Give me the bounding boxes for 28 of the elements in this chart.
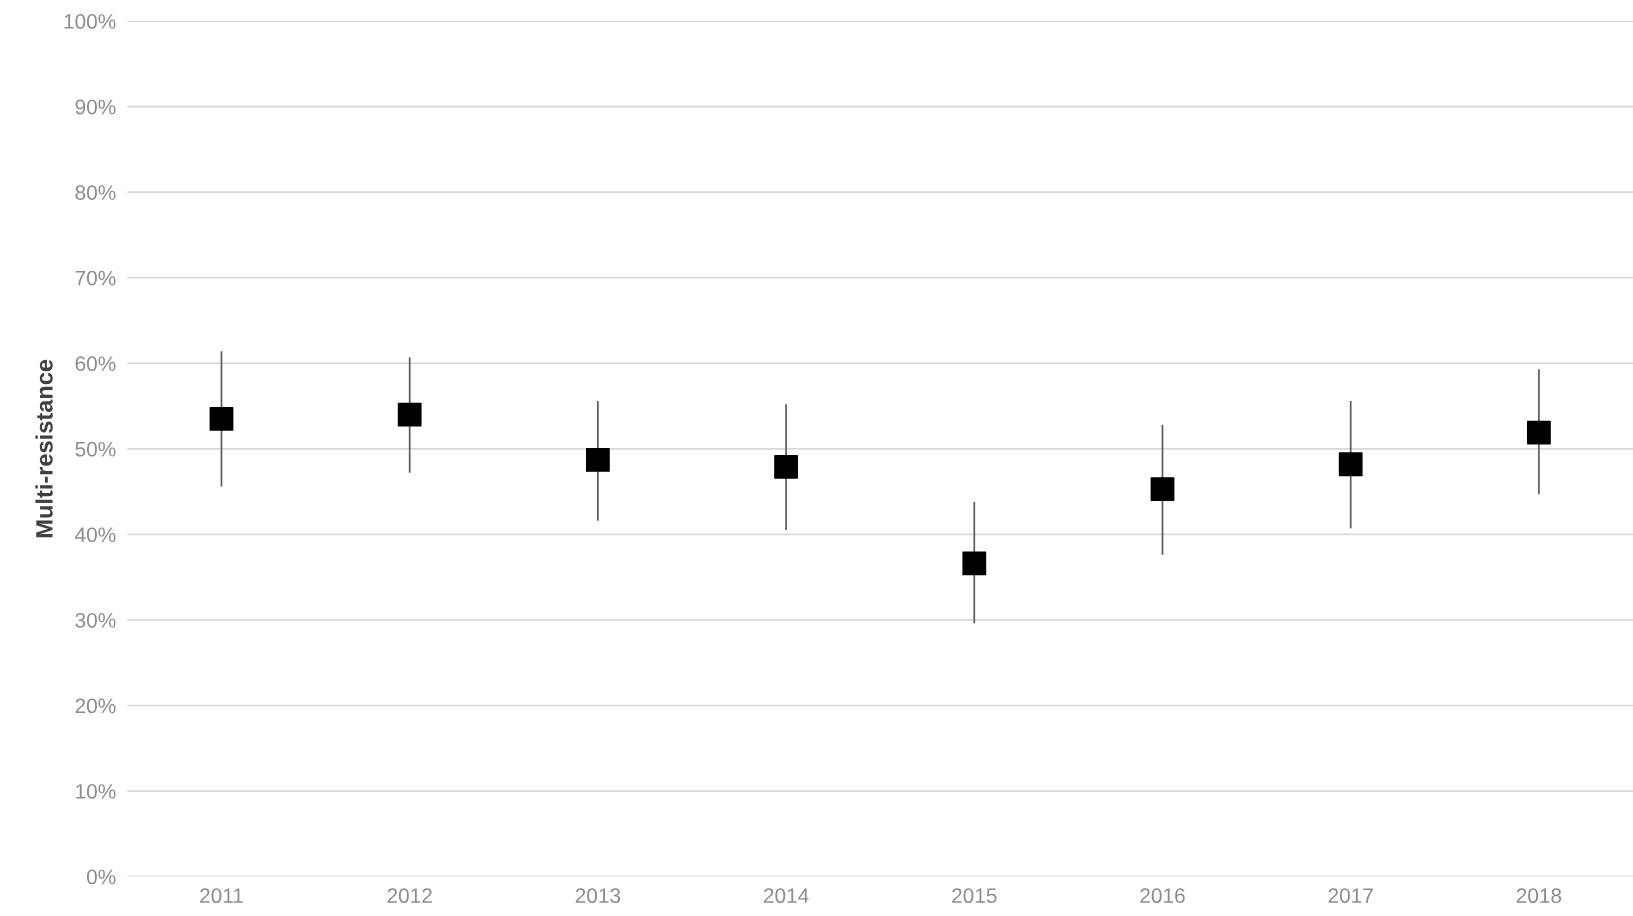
y-tick-label: 0% (86, 869, 116, 885)
x-tick-label: 2018 (1516, 888, 1562, 904)
point (585, 448, 610, 472)
y-tick-label: 20% (75, 698, 116, 714)
y-tick-label: 10% (76, 784, 116, 799)
y-tick-label: 80% (75, 185, 116, 200)
point (209, 407, 234, 431)
point (1150, 477, 1175, 501)
x-tick-label: 2016 (1140, 888, 1185, 904)
y-tick-label: 60% (75, 356, 116, 372)
y-tick-label: 100% (64, 14, 116, 29)
y-tick-label: 50% (75, 441, 116, 457)
point (1338, 452, 1363, 477)
x-tick-label: 2013 (575, 888, 621, 904)
x-tick-label: 2017 (1328, 888, 1373, 904)
x-tick-label: 2015 (952, 888, 997, 904)
x-tick-label: 2011 (200, 888, 243, 904)
x-tick-label: 2014 (763, 888, 809, 904)
y-axis-title: Multi-resistance (35, 359, 53, 538)
point (1527, 420, 1551, 445)
point (397, 402, 422, 427)
y-tick-label: 30% (75, 612, 116, 628)
y-tick-label: 70% (75, 270, 116, 286)
y-tick-label: 40% (75, 527, 116, 543)
x-tick-label: 2012 (387, 888, 432, 904)
point (774, 454, 798, 479)
point (962, 551, 987, 576)
y-tick-label: 90% (75, 99, 116, 115)
